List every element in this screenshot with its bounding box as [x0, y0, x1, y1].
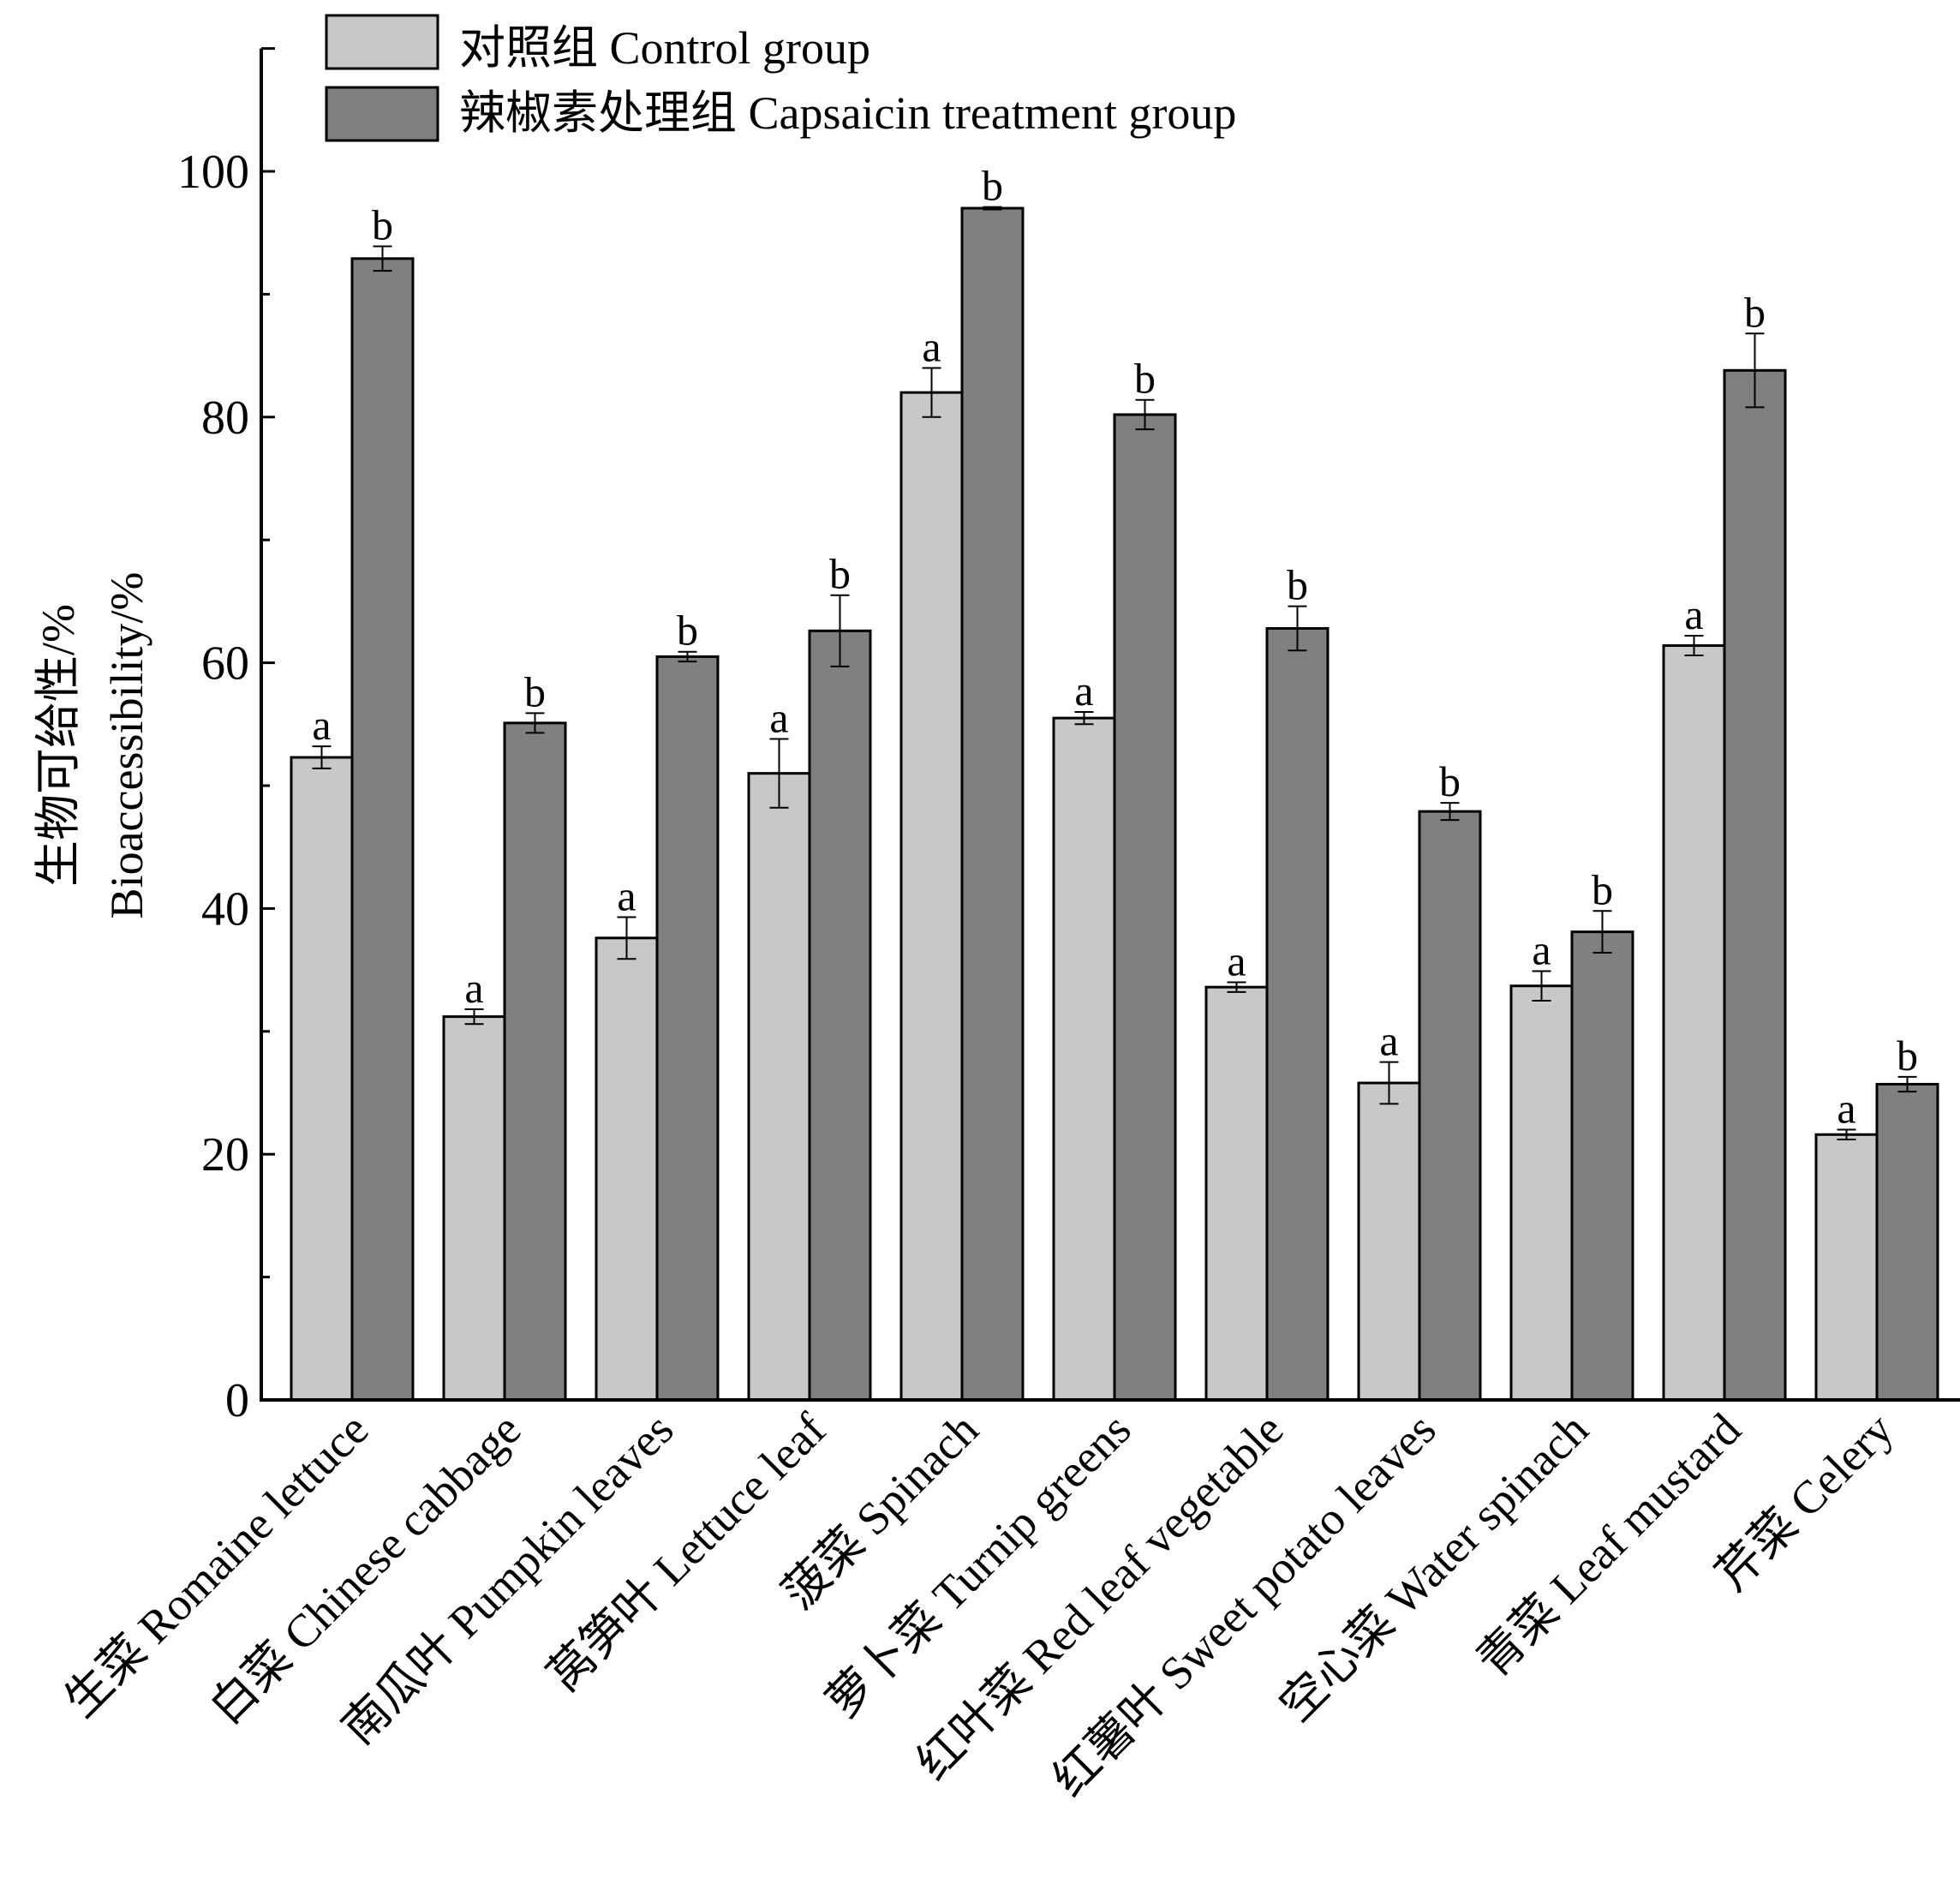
significance-letter: b — [1134, 355, 1156, 403]
significance-letter: b — [677, 607, 698, 655]
significance-letter: b — [1592, 865, 1613, 913]
y-tick-label: 80 — [201, 392, 249, 445]
significance-letter: a — [769, 694, 788, 742]
significance-letter: a — [617, 871, 636, 919]
bar-capsaicin — [960, 206, 1025, 1402]
y-tick-label: 40 — [201, 882, 249, 936]
significance-letter: b — [982, 162, 1003, 210]
x-tick-label: 生菜 Romaine lettuce — [55, 1403, 379, 1727]
legend-swatch-control — [325, 14, 439, 70]
y-tick-label: 20 — [201, 1128, 249, 1181]
bar-capsaicin — [655, 655, 720, 1402]
x-tick-label: 空心菜 Water spinach — [1270, 1403, 1598, 1732]
significance-letter: a — [1227, 936, 1246, 984]
significance-letter: a — [464, 964, 483, 1012]
x-tick-label: 萝卜菜 Turnip greens — [816, 1403, 1140, 1727]
y-axis-label-zh: 生物可给性/% — [33, 604, 84, 887]
significance-letter: b — [372, 200, 393, 248]
y-tick-label: 100 — [177, 146, 249, 199]
bar-capsaicin — [350, 257, 415, 1402]
y-tick-label: 60 — [201, 637, 249, 691]
significance-letter: a — [1684, 590, 1703, 638]
bar-control — [1662, 644, 1726, 1402]
significance-letter: a — [1074, 667, 1093, 715]
bar-control — [1204, 985, 1269, 1402]
legend-swatch-capsaicin — [325, 86, 439, 142]
bar-capsaicin — [1418, 810, 1482, 1402]
significance-letter: a — [1837, 1085, 1855, 1133]
bar-control — [1814, 1133, 1879, 1402]
y-tick-label: 0 — [225, 1374, 249, 1427]
bar-capsaicin — [1265, 626, 1330, 1402]
bar-capsaicin — [503, 721, 567, 1402]
bar-control — [899, 391, 964, 1402]
significance-letter: a — [1379, 1017, 1398, 1065]
bar-control — [290, 756, 354, 1402]
bar-control — [442, 1015, 506, 1402]
legend-label-capsaicin: 辣椒素处理组 Capsaicin treatment group — [459, 87, 1236, 139]
bar-control — [747, 772, 811, 1402]
significance-letter: b — [1439, 757, 1461, 805]
significance-letter: b — [1897, 1032, 1918, 1080]
bar-control — [1357, 1081, 1421, 1402]
bar-capsaicin — [1570, 930, 1634, 1402]
bar-capsaicin — [808, 629, 872, 1402]
bar-control — [595, 936, 659, 1402]
significance-letter: b — [1287, 561, 1308, 609]
bar-capsaicin — [1113, 413, 1177, 1402]
significance-letter: a — [1532, 926, 1551, 974]
significance-letter: b — [829, 550, 851, 598]
significance-letter: a — [312, 701, 331, 749]
x-tick-label: 莴笋叶 Lettuce leaf — [538, 1403, 836, 1702]
bar-control — [1509, 984, 1574, 1402]
significance-letter: b — [1744, 288, 1766, 336]
significance-letter: a — [922, 322, 941, 370]
bar-capsaicin — [1723, 368, 1787, 1402]
x-tick-label: 青菜 Leaf mustard — [1467, 1403, 1751, 1687]
bar-control — [1052, 716, 1116, 1402]
legend-label-control: 对照组 Control group — [459, 22, 870, 74]
y-axis-label-en: Bioaccessibility/% — [101, 572, 152, 919]
significance-letter: b — [524, 667, 546, 715]
bar-capsaicin — [1875, 1082, 1939, 1402]
legend: 对照组 Control group 辣椒素处理组 Capsaicin treat… — [325, 14, 1236, 142]
